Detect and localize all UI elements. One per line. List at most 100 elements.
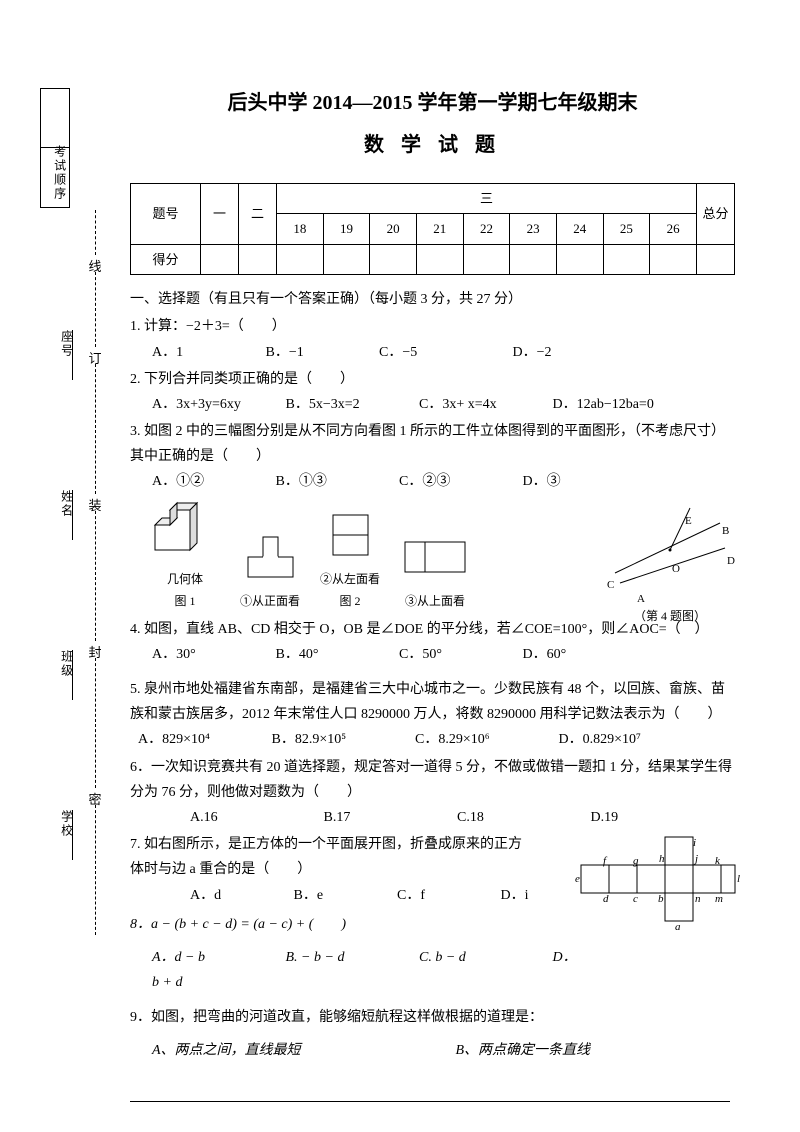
q6-d: D.19 bbox=[591, 805, 619, 830]
lab-a: A bbox=[637, 590, 645, 610]
lab-b: B bbox=[722, 522, 729, 542]
rowlabel-qno: 题号 bbox=[131, 184, 201, 245]
q7-wrap: 7. 如右图所示，是正方体的一个平面展开图，折叠成原来的正方 体时与边 a 重合… bbox=[130, 832, 735, 908]
caption-solid: 几何体 bbox=[150, 569, 220, 591]
q8-d-cont: b + d bbox=[130, 970, 735, 995]
q1-options: A．1 B．−1 C．−5 D．−2 bbox=[130, 340, 735, 365]
binding-underline bbox=[72, 810, 73, 860]
fig-solid: 几何体 图 1 bbox=[150, 495, 220, 612]
q3-b: B．①③ bbox=[276, 469, 396, 494]
svg-text:b: b bbox=[658, 893, 664, 905]
q5-options: A．829×10⁴ B．82.9×10⁵ C．8.29×10⁶ D．0.829×… bbox=[130, 727, 735, 752]
cube-net-figure: i h j f g k e l d c b n m a bbox=[575, 832, 745, 941]
q9-b: B、两点确定一条直线 bbox=[456, 1038, 591, 1063]
binding-underline bbox=[72, 650, 73, 700]
page-content: 后头中学 2014—2015 学年第一学期七年级期末 数 学 试 题 题号 一 … bbox=[130, 85, 735, 1064]
lab-i: i bbox=[693, 837, 696, 849]
page-title-2: 数 学 试 题 bbox=[130, 127, 735, 163]
q7-d: D．i bbox=[501, 883, 529, 908]
q2-c: C．3x+ x=4x bbox=[419, 392, 549, 417]
q3-figure-row: 几何体 图 1 ①从正面看 ②从左面看 图 2 ③从上面看 bbox=[150, 503, 735, 613]
svg-text:a: a bbox=[675, 921, 681, 932]
q5-a: A．829×10⁴ bbox=[138, 727, 268, 752]
angle-figure-icon bbox=[605, 503, 735, 593]
exam-order-box-divider bbox=[41, 89, 69, 148]
cell bbox=[697, 244, 735, 274]
subcol: 19 bbox=[323, 214, 370, 244]
cell bbox=[510, 244, 557, 274]
cell bbox=[603, 244, 650, 274]
view1-icon bbox=[243, 527, 298, 582]
caption-v3: ③从上面看 bbox=[400, 591, 470, 613]
caption-v2: ②从左面看 bbox=[320, 569, 380, 591]
q4-a: A．30° bbox=[152, 642, 272, 667]
view3-icon bbox=[400, 527, 470, 582]
q1-a: A．1 bbox=[152, 340, 262, 365]
subcol: 23 bbox=[510, 214, 557, 244]
q7-c: C．f bbox=[397, 883, 497, 908]
q2-d: D．12ab−12ba=0 bbox=[553, 392, 654, 417]
q8-a: A．d − b bbox=[152, 945, 282, 970]
q4-figure: E B D O C A （第 4 题图） bbox=[605, 503, 735, 628]
binding-underline bbox=[72, 490, 73, 540]
q8-d: D． bbox=[553, 945, 577, 970]
lab-o: O bbox=[672, 560, 680, 580]
binding-label-class: 班级 bbox=[55, 650, 77, 678]
cell bbox=[201, 244, 239, 274]
cube-net-icon: i h j f g k e l d c b n m a bbox=[575, 832, 745, 932]
rowlabel-score: 得分 bbox=[131, 244, 201, 274]
caption-fig1: 图 1 bbox=[150, 591, 220, 613]
caption-v1: ①从正面看 bbox=[240, 591, 300, 613]
svg-text:n: n bbox=[695, 893, 701, 905]
cell bbox=[650, 244, 697, 274]
q8-c: C. b − d bbox=[419, 945, 549, 970]
q4-options: A．30° B．40° C．50° D．60° bbox=[130, 642, 735, 667]
q6-a: A.16 bbox=[190, 805, 320, 830]
exam-order-box: 考试顺序 bbox=[40, 88, 70, 208]
cell bbox=[239, 244, 277, 274]
q3-options: A．①② B．①③ C．②③ D．③ bbox=[130, 469, 735, 494]
subcol: 20 bbox=[370, 214, 417, 244]
q3-a: A．①② bbox=[152, 469, 272, 494]
svg-text:d: d bbox=[603, 893, 609, 905]
q1-c: C．−5 bbox=[379, 340, 509, 365]
exam-order-label: 考试顺序 bbox=[48, 145, 70, 201]
cell bbox=[323, 244, 370, 274]
q7-a: A．d bbox=[190, 883, 290, 908]
q8-b: B. − b − d bbox=[286, 945, 416, 970]
q3-d: D．③ bbox=[523, 469, 561, 494]
score-table: 题号 一 二 三 总分 18 19 20 21 22 23 24 25 26 得… bbox=[130, 183, 735, 275]
q3-c: C．②③ bbox=[399, 469, 519, 494]
binding-underline bbox=[72, 330, 73, 380]
svg-text:e: e bbox=[575, 873, 580, 885]
fig-view3: ③从上面看 bbox=[400, 527, 470, 613]
subcol: 18 bbox=[277, 214, 324, 244]
seal-dash bbox=[95, 511, 96, 641]
binding-margin: 考试顺序 座号 姓名 班级 学校 线 订 装 封 密 bbox=[0, 0, 110, 1132]
fig-view1: ①从正面看 bbox=[240, 527, 300, 613]
q2-b: B．5x−3x=2 bbox=[286, 392, 416, 417]
binding-label-school: 学校 bbox=[55, 810, 77, 838]
caption-fig2: 图 2 bbox=[320, 591, 380, 613]
q5-d: D．0.829×10⁷ bbox=[559, 727, 641, 752]
svg-text:l: l bbox=[737, 873, 740, 885]
q3-stem: 3. 如图 2 中的三幅图分别是从不同方向看图 1 所示的工件立体图得到的平面图… bbox=[130, 419, 735, 469]
q4-c: C．50° bbox=[399, 642, 519, 667]
q1-d: D．−2 bbox=[513, 340, 552, 365]
svg-text:g: g bbox=[633, 855, 639, 867]
subcol: 26 bbox=[650, 214, 697, 244]
subcol: 24 bbox=[556, 214, 603, 244]
cell bbox=[416, 244, 463, 274]
q7-b: B．e bbox=[294, 883, 394, 908]
q6-b: B.17 bbox=[324, 805, 454, 830]
q5-b: B．82.9×10⁵ bbox=[272, 727, 412, 752]
col-3-head: 三 bbox=[277, 184, 697, 214]
lab-e: E bbox=[685, 512, 692, 532]
q6-options: A.16 B.17 C.18 D.19 bbox=[130, 805, 735, 830]
cell bbox=[556, 244, 603, 274]
col-total: 总分 bbox=[697, 184, 735, 245]
svg-text:c: c bbox=[633, 893, 638, 905]
subcol: 21 bbox=[416, 214, 463, 244]
seal-dash bbox=[95, 272, 96, 347]
view2-icon bbox=[328, 505, 373, 560]
